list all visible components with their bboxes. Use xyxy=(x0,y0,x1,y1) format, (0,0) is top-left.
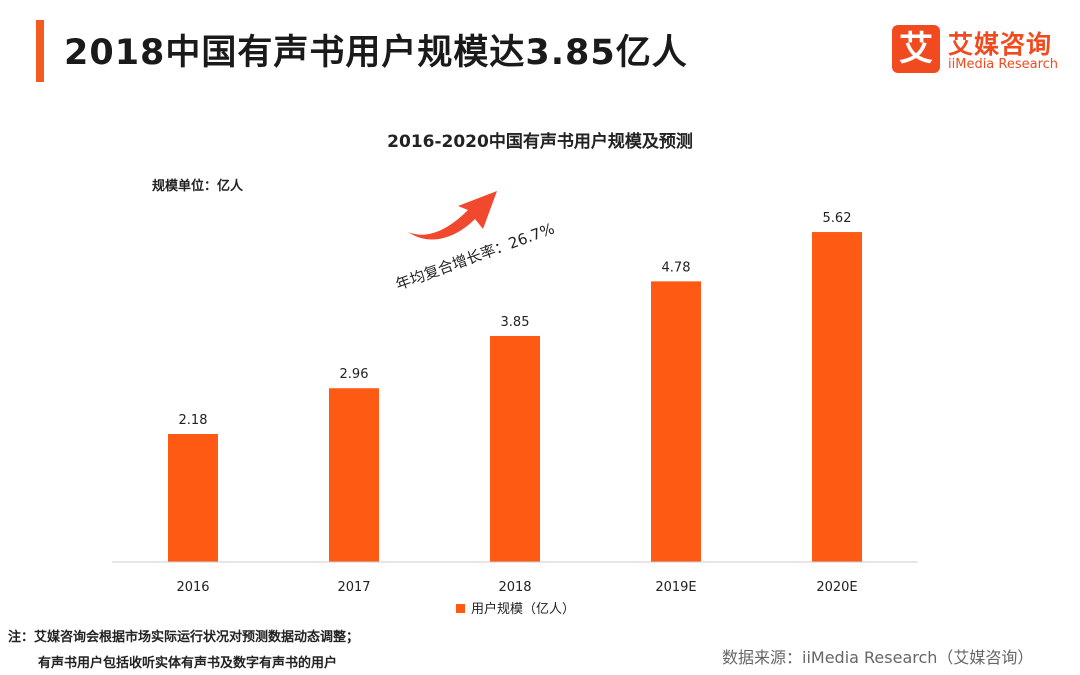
legend-label: 用户规模（亿人） xyxy=(471,601,575,617)
bar-2019e xyxy=(651,281,701,562)
bar-2017 xyxy=(329,388,379,562)
bar-value-label: 4.78 xyxy=(662,260,691,275)
bar-2020e xyxy=(812,232,862,562)
logo-mark-icon: 艾 xyxy=(892,25,940,73)
x-tick-label: 2018 xyxy=(498,580,531,595)
x-tick-label: 2017 xyxy=(337,580,370,595)
note-line-2: 有声书用户包括收听实体有声书及数字有声书的用户 xyxy=(38,656,338,671)
bar-value-label: 2.18 xyxy=(179,413,208,428)
bar-2016 xyxy=(168,434,218,562)
bar-value-label: 5.62 xyxy=(823,211,852,226)
title-accent-bar xyxy=(36,20,44,82)
bar-2018 xyxy=(490,335,540,562)
x-tick-label: 2016 xyxy=(176,580,209,595)
x-tick-label: 2019E xyxy=(655,580,696,595)
x-tick-label: 2020E xyxy=(816,580,857,595)
bar-value-label: 3.85 xyxy=(501,315,530,330)
unit-label: 规模单位：亿人 xyxy=(152,179,244,194)
growth-arrow-icon xyxy=(408,191,497,240)
brand-logo: 艾 艾媒咨询 iiMedia Research xyxy=(892,25,1068,77)
data-source: 数据来源：iiMedia Research（艾媒咨询） xyxy=(722,648,1034,667)
page-title: 2018中国有声书用户规模达3.85亿人 xyxy=(64,33,688,73)
note-line-1: 注：艾媒咨询会根据市场实际运行状况对预测数据动态调整； xyxy=(8,630,360,645)
bar-value-label: 2.96 xyxy=(340,367,369,382)
legend-swatch xyxy=(456,604,465,613)
chart-legend: 用户规模（亿人） xyxy=(456,601,575,617)
logo-name-en: iiMedia Research xyxy=(948,57,1059,72)
logo-name-cn: 艾媒咨询 xyxy=(948,30,1053,59)
chart-title: 2016-2020中国有声书用户规模及预测 xyxy=(387,132,693,152)
growth-rate-annotation: 年均复合增长率：26.7% xyxy=(393,220,557,294)
